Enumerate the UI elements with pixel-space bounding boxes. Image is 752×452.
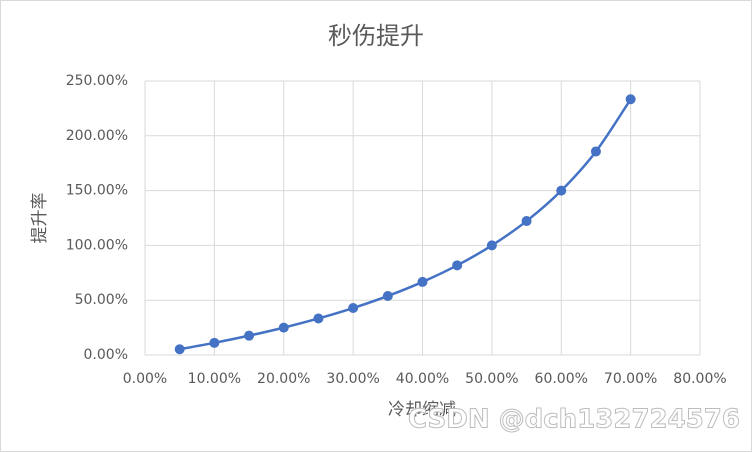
y-tick-label: 0.00%	[84, 347, 128, 363]
x-tick-label: 30.00%	[326, 371, 379, 387]
x-tick-label: 10.00%	[188, 371, 241, 387]
x-tick-label: 70.00%	[604, 371, 657, 387]
x-tick-label: 80.00%	[673, 371, 726, 387]
x-tick-label: 0.00%	[123, 371, 167, 387]
y-tick-label: 50.00%	[75, 292, 128, 308]
y-tick-label: 250.00%	[66, 73, 128, 89]
data-point	[417, 276, 428, 287]
chart-title: 秒伤提升	[328, 22, 424, 50]
x-axis-title: 冷却缩减	[388, 400, 456, 420]
y-tick-label: 100.00%	[66, 237, 128, 253]
x-tick-label: 20.00%	[257, 371, 310, 387]
data-point	[556, 185, 567, 196]
data-point	[209, 337, 220, 348]
x-tick-label: 60.00%	[535, 371, 588, 387]
data-point	[382, 290, 393, 301]
watermark: CSDN @dch132724576	[408, 405, 740, 435]
data-point	[452, 260, 463, 271]
data-point	[278, 322, 289, 333]
x-tick-label: 40.00%	[396, 371, 449, 387]
data-point	[521, 216, 532, 227]
data-point	[174, 344, 185, 355]
data-point	[486, 240, 497, 251]
y-tick-label: 150.00%	[66, 183, 128, 199]
data-point	[348, 303, 359, 314]
data-point	[590, 146, 601, 157]
y-tick-label: 200.00%	[66, 128, 128, 144]
data-point	[625, 94, 636, 105]
data-point	[313, 313, 324, 324]
data-point	[244, 330, 255, 341]
y-axis-title: 提升率	[30, 193, 50, 244]
x-tick-label: 50.00%	[465, 371, 518, 387]
